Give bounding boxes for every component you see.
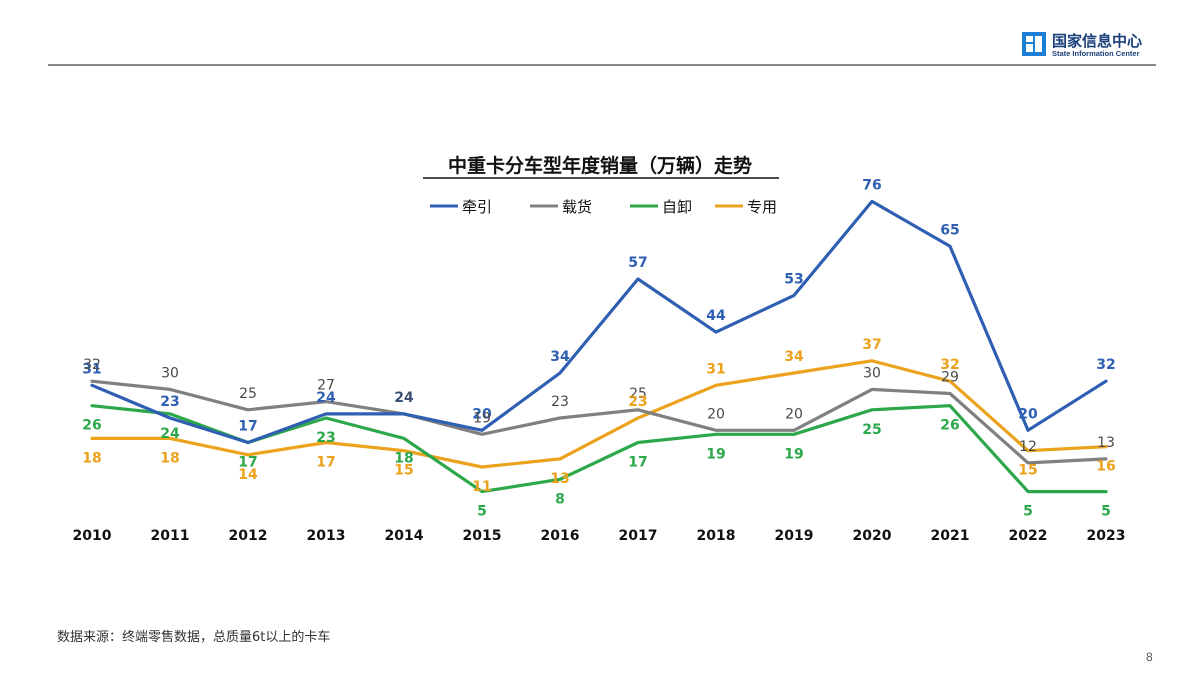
x-tick-label: 2016: [541, 528, 580, 544]
data-label-dump: 5: [477, 504, 487, 520]
data-label-tractor: 34: [550, 349, 570, 365]
data-label-cargo: 30: [161, 365, 179, 381]
data-label-special: 34: [784, 349, 804, 365]
data-label-dump: 19: [784, 446, 803, 462]
data-label-dump: 26: [82, 418, 101, 434]
data-label-tractor: 76: [862, 177, 881, 193]
data-label-tractor: 24: [394, 390, 414, 406]
data-label-tractor: 23: [160, 394, 179, 410]
data-label-cargo: 12: [1019, 439, 1037, 455]
data-label-special: 23: [628, 394, 647, 410]
data-label-tractor: 57: [628, 255, 647, 271]
data-label-dump: 26: [940, 418, 959, 434]
data-label-cargo: 19: [473, 410, 491, 426]
data-label-tractor: 20: [1018, 406, 1038, 422]
x-tick-label: 2019: [775, 528, 814, 544]
x-tick-label: 2012: [229, 528, 268, 544]
data-label-tractor: 31: [82, 361, 101, 377]
data-label-special: 14: [238, 467, 258, 483]
x-axis: 2010 2011 2012 2013 2014 2015 2016 2017 2018 2019…: [73, 528, 1126, 544]
data-label-cargo: 20: [785, 406, 803, 422]
legend-label-special: 专用: [747, 198, 777, 216]
x-tick-label: 2013: [307, 528, 346, 544]
logo-mark-icon: [1022, 32, 1046, 56]
data-label-special: 32: [940, 357, 959, 373]
data-label-cargo: 23: [551, 394, 569, 410]
data-label-special: 17: [316, 455, 335, 471]
brand-name-cn: 国家信息中心: [1052, 32, 1143, 50]
brand-logo: 国家信息中心 State Information Center: [1022, 30, 1162, 62]
x-tick-label: 2010: [73, 528, 112, 544]
series-line-special: [90, 359, 1108, 469]
x-tick-label: 2023: [1087, 528, 1126, 544]
data-label-cargo: 25: [629, 386, 647, 402]
brand-name-en: State Information Center: [1052, 49, 1140, 58]
data-label-dump: 23: [316, 430, 335, 446]
series-lines: [90, 199, 1108, 494]
data-label-dump: 5: [1101, 504, 1111, 520]
data-label-special: 31: [706, 361, 725, 377]
page-number: 8: [1146, 650, 1153, 664]
data-label-dump: 5: [1023, 504, 1033, 520]
data-label-cargo: 30: [863, 365, 881, 381]
data-label-cargo: 32: [83, 357, 101, 373]
data-label-tractor: 44: [706, 308, 726, 324]
data-label-special: 16: [1096, 459, 1115, 475]
data-label-cargo: 27: [317, 378, 335, 394]
data-label-cargo: 29: [941, 369, 959, 385]
data-label-cargo: 25: [239, 386, 257, 402]
series-line-tractor: [90, 199, 1108, 445]
data-label-cargo: 13: [1097, 435, 1115, 451]
chart-title: 中重卡分车型年度销量（万辆）走势: [448, 154, 752, 177]
data-label-special: 15: [394, 463, 413, 479]
x-tick-label: 2018: [697, 528, 736, 544]
chart-legend: 牵引 载货 自卸 专用: [430, 198, 777, 216]
data-label-dump: 17: [628, 455, 647, 471]
data-label-cargo: 24: [395, 390, 413, 406]
data-label-special: 18: [82, 450, 101, 466]
data-label-dump: 17: [238, 455, 257, 471]
data-label-dump: 18: [394, 450, 413, 466]
data-label-tractor: 24: [316, 390, 336, 406]
data-label-special: 15: [1018, 463, 1037, 479]
data-label-cargo: 20: [707, 406, 725, 422]
data-label-special: 18: [160, 450, 179, 466]
x-tick-label: 2014: [385, 528, 424, 544]
data-label-special: 11: [472, 479, 491, 495]
data-label-tractor: 53: [784, 271, 803, 287]
legend-label-tractor: 牵引: [462, 198, 492, 216]
data-source-note: 数据来源：终端零售数据，总质量6t以上的卡车: [57, 630, 331, 645]
legend-label-dump: 自卸: [662, 198, 692, 216]
data-label-tractor: 17: [238, 419, 257, 435]
legend-label-cargo: 载货: [562, 198, 592, 216]
data-label-tractor: 20: [472, 406, 492, 422]
x-tick-label: 2021: [931, 528, 970, 544]
x-tick-label: 2020: [853, 528, 892, 544]
data-label-tractor: 32: [1096, 357, 1115, 373]
x-tick-label: 2011: [151, 528, 190, 544]
x-tick-label: 2017: [619, 528, 658, 544]
data-label-dump: 19: [706, 446, 725, 462]
x-tick-label: 2015: [463, 528, 502, 544]
data-label-special: 37: [862, 337, 881, 353]
data-label-dump: 24: [160, 426, 180, 442]
series-line-cargo: [90, 379, 1108, 465]
x-tick-label: 2022: [1009, 528, 1048, 544]
data-label-dump: 8: [555, 491, 565, 507]
data-label-special: 13: [550, 471, 569, 487]
data-label-tractor: 65: [940, 222, 959, 238]
header-divider: [48, 64, 1156, 66]
data-label-dump: 25: [862, 422, 881, 438]
